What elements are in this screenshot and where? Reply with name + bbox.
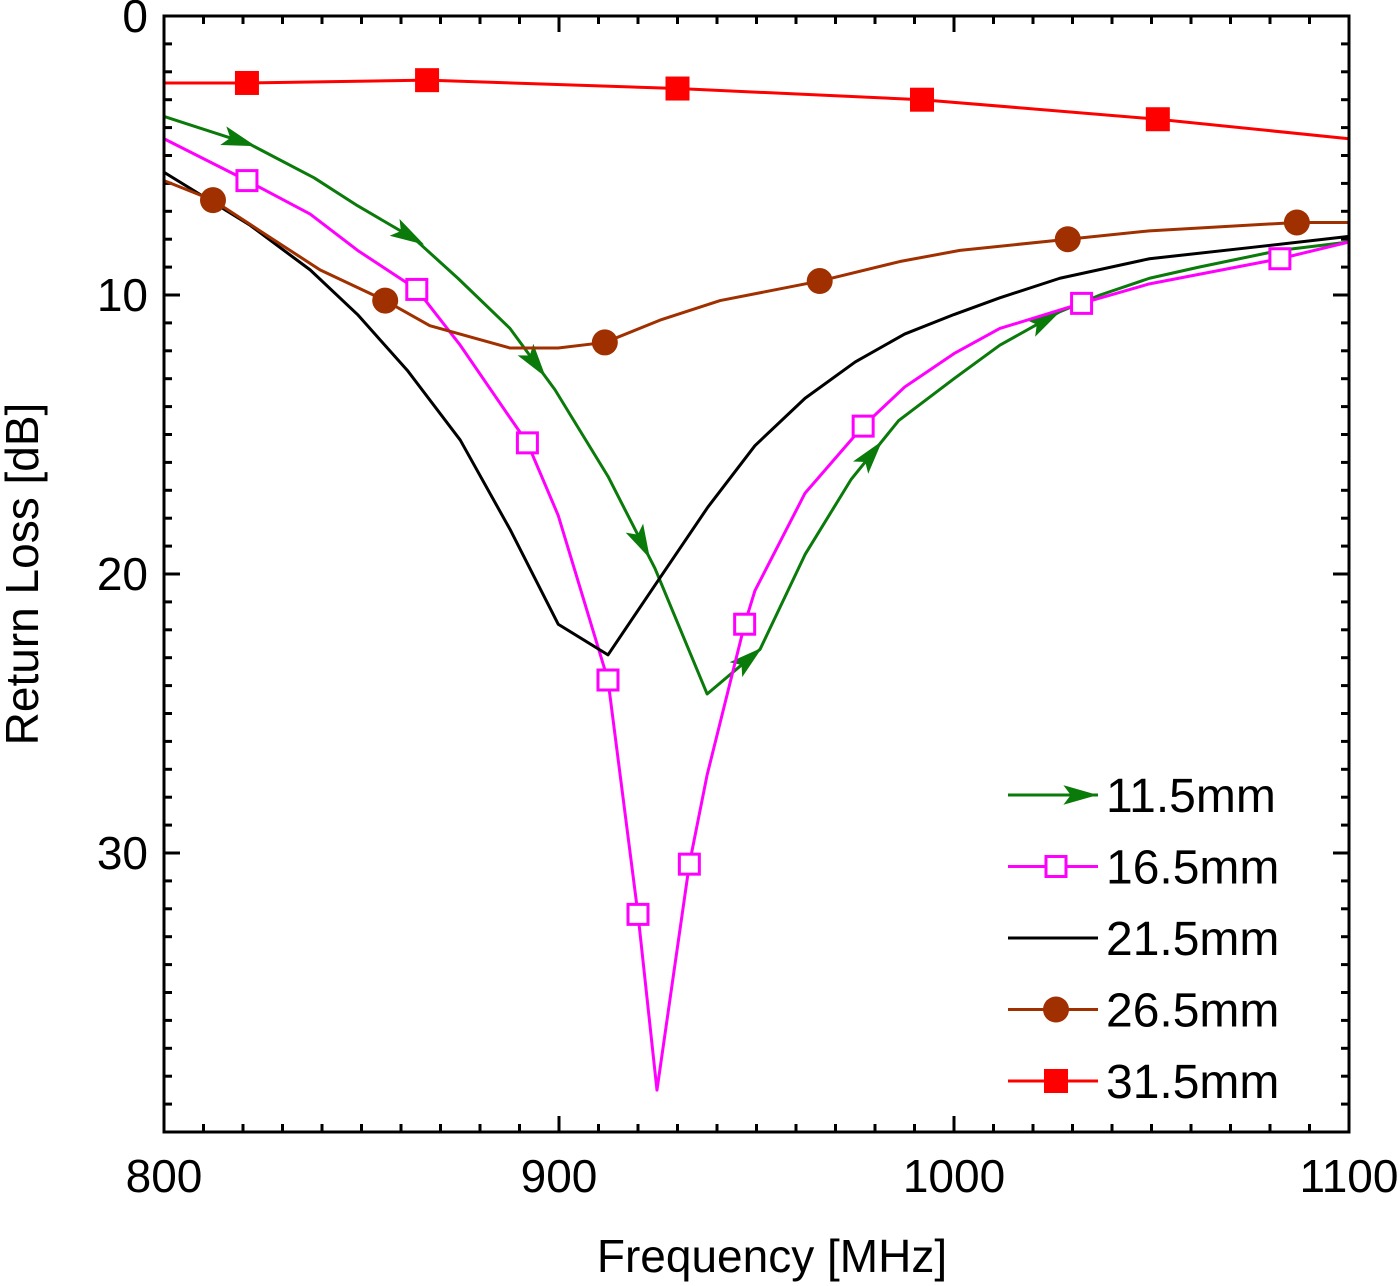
filled-circle-marker xyxy=(1283,209,1310,236)
filled-square-marker xyxy=(415,68,440,93)
x-axis-label: Frequency [MHz] xyxy=(597,1230,947,1282)
series-26.5mm xyxy=(163,179,1349,356)
series-11.5mm xyxy=(163,115,1350,696)
arrow-marker xyxy=(389,218,425,245)
filled-circle-marker xyxy=(806,268,833,295)
filled-circle-marker xyxy=(591,329,618,356)
legend-item: 26.5mm xyxy=(1008,985,1279,1038)
series-line xyxy=(163,179,1349,350)
filled-circle-marker xyxy=(1043,996,1069,1023)
legend-item: 31.5mm xyxy=(1008,1056,1279,1109)
series-21.5mm xyxy=(163,170,1350,657)
open-square-marker xyxy=(515,431,539,455)
arrow-marker xyxy=(1063,785,1098,805)
legend-label: 11.5mm xyxy=(1106,770,1276,823)
open-square-marker xyxy=(677,852,701,876)
filled-square-marker xyxy=(1145,107,1170,132)
x-tick-label: 900 xyxy=(521,1150,598,1202)
arrow-marker xyxy=(625,523,650,559)
open-square-marker xyxy=(1044,855,1068,878)
series-line xyxy=(163,170,1350,657)
series-line xyxy=(164,78,1350,141)
arrow-marker xyxy=(729,647,763,678)
x-tick-label: 1100 xyxy=(1300,1150,1399,1202)
y-tick-label: 0 xyxy=(122,0,148,42)
legend-item: 21.5mm xyxy=(1008,913,1279,966)
open-square-marker xyxy=(733,612,757,636)
y-axis-label: Return Loss [dB] xyxy=(0,403,48,746)
y-tick-label: 10 xyxy=(97,269,148,321)
filled-square-marker xyxy=(1044,1069,1068,1093)
legend-label: 21.5mm xyxy=(1106,913,1279,966)
x-tick-label: 800 xyxy=(126,1150,203,1202)
open-square-marker xyxy=(1070,291,1094,315)
open-square-marker xyxy=(235,169,259,193)
filled-circle-marker xyxy=(1054,226,1081,253)
x-tick-label: 1000 xyxy=(903,1150,1005,1202)
y-tick-label: 30 xyxy=(97,827,148,879)
filled-square-marker xyxy=(234,70,259,95)
open-square-marker xyxy=(1268,247,1292,271)
open-square-marker xyxy=(851,414,875,438)
filled-circle-marker xyxy=(372,287,399,314)
legend-label: 16.5mm xyxy=(1106,842,1279,895)
filled-circle-marker xyxy=(199,187,226,214)
arrow-marker xyxy=(517,343,546,378)
legend-item: 11.5mm xyxy=(1008,770,1276,823)
arrow-marker xyxy=(853,441,883,474)
filled-square-marker xyxy=(910,87,935,112)
series-16.5mm xyxy=(163,137,1350,1092)
open-square-marker xyxy=(405,277,429,301)
open-square-marker xyxy=(626,902,650,926)
filled-square-marker xyxy=(665,76,690,101)
y-tick-label: 20 xyxy=(97,548,148,600)
open-square-marker xyxy=(596,668,620,692)
legend-label: 26.5mm xyxy=(1106,985,1279,1038)
legend-item: 16.5mm xyxy=(1008,842,1279,895)
series-31.5mm xyxy=(164,68,1350,141)
plot-frame xyxy=(162,14,1351,1134)
series-line xyxy=(163,115,1350,696)
arrow-marker xyxy=(220,126,256,147)
legend-label: 31.5mm xyxy=(1106,1056,1279,1109)
